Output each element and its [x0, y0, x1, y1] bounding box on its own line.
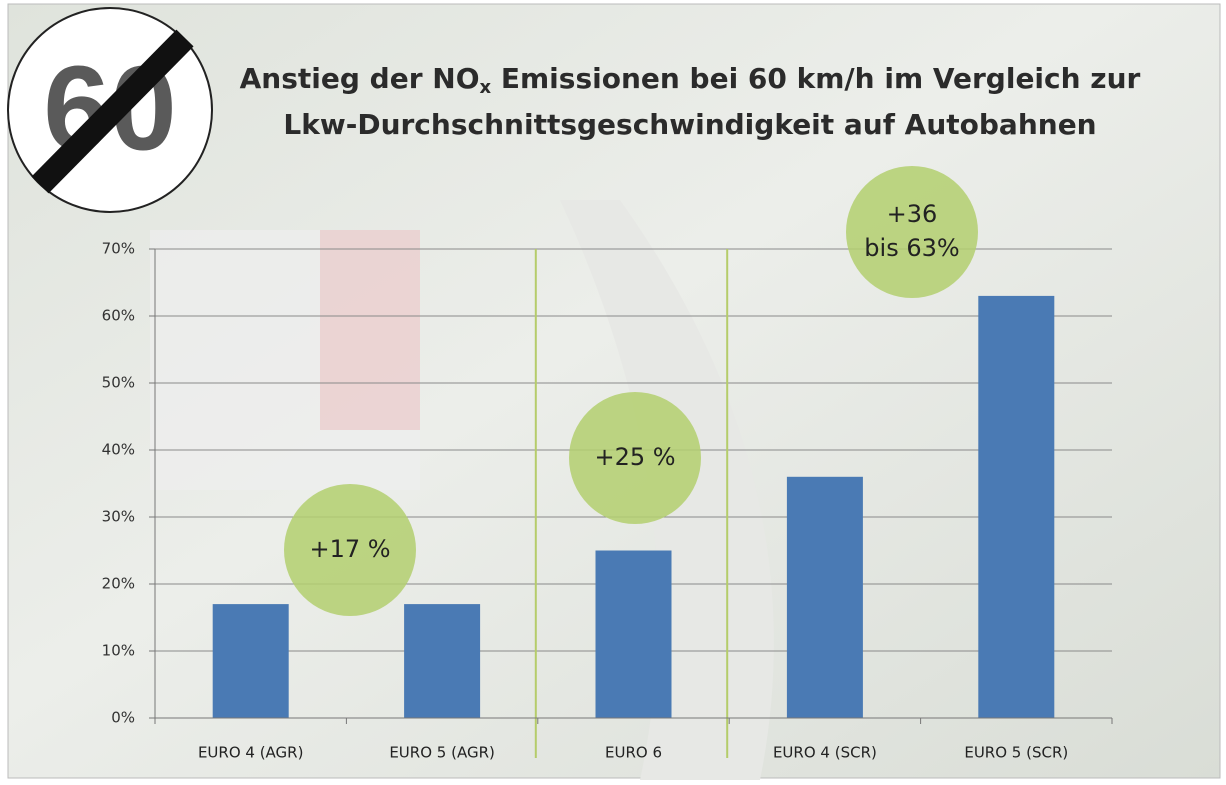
y-tick-label: 70%	[102, 240, 135, 258]
sign-slash	[31, 29, 194, 194]
annotation: +25 %	[594, 443, 675, 471]
x-tick-label: EURO 5 (AGR)	[389, 744, 495, 762]
annotation: +36	[887, 200, 938, 228]
x-tick-label: EURO 4 (AGR)	[198, 744, 304, 762]
chart-title: Anstieg der NOx Emissionen bei 60 km/h i…	[240, 62, 1141, 98]
bar	[212, 604, 289, 718]
y-tick-label: 0%	[111, 709, 135, 727]
x-tick-label: EURO 4 (SCR)	[773, 744, 877, 762]
annotation-bubble	[284, 484, 416, 616]
annotation: +17 %	[309, 535, 390, 563]
bar	[595, 550, 672, 718]
y-tick-label: 10%	[102, 642, 135, 660]
bar	[404, 604, 481, 718]
annotation-bubble	[846, 166, 978, 298]
chart-title: Lkw-Durchschnittsgeschwindigkeit auf Aut…	[283, 108, 1096, 141]
truck-trailer	[320, 230, 420, 430]
bar	[786, 476, 863, 718]
annotation-bubble	[569, 392, 701, 524]
y-tick-label: 40%	[102, 441, 135, 459]
y-tick-label: 20%	[102, 575, 135, 593]
y-tick-label: 60%	[102, 307, 135, 325]
y-tick-label: 50%	[102, 374, 135, 392]
x-tick-label: EURO 5 (SCR)	[964, 744, 1068, 762]
annotation: bis 63%	[864, 234, 959, 262]
y-tick-label: 30%	[102, 508, 135, 526]
x-tick-label: EURO 6	[605, 744, 662, 762]
sign: 60	[7, 7, 213, 213]
bar	[978, 295, 1055, 718]
